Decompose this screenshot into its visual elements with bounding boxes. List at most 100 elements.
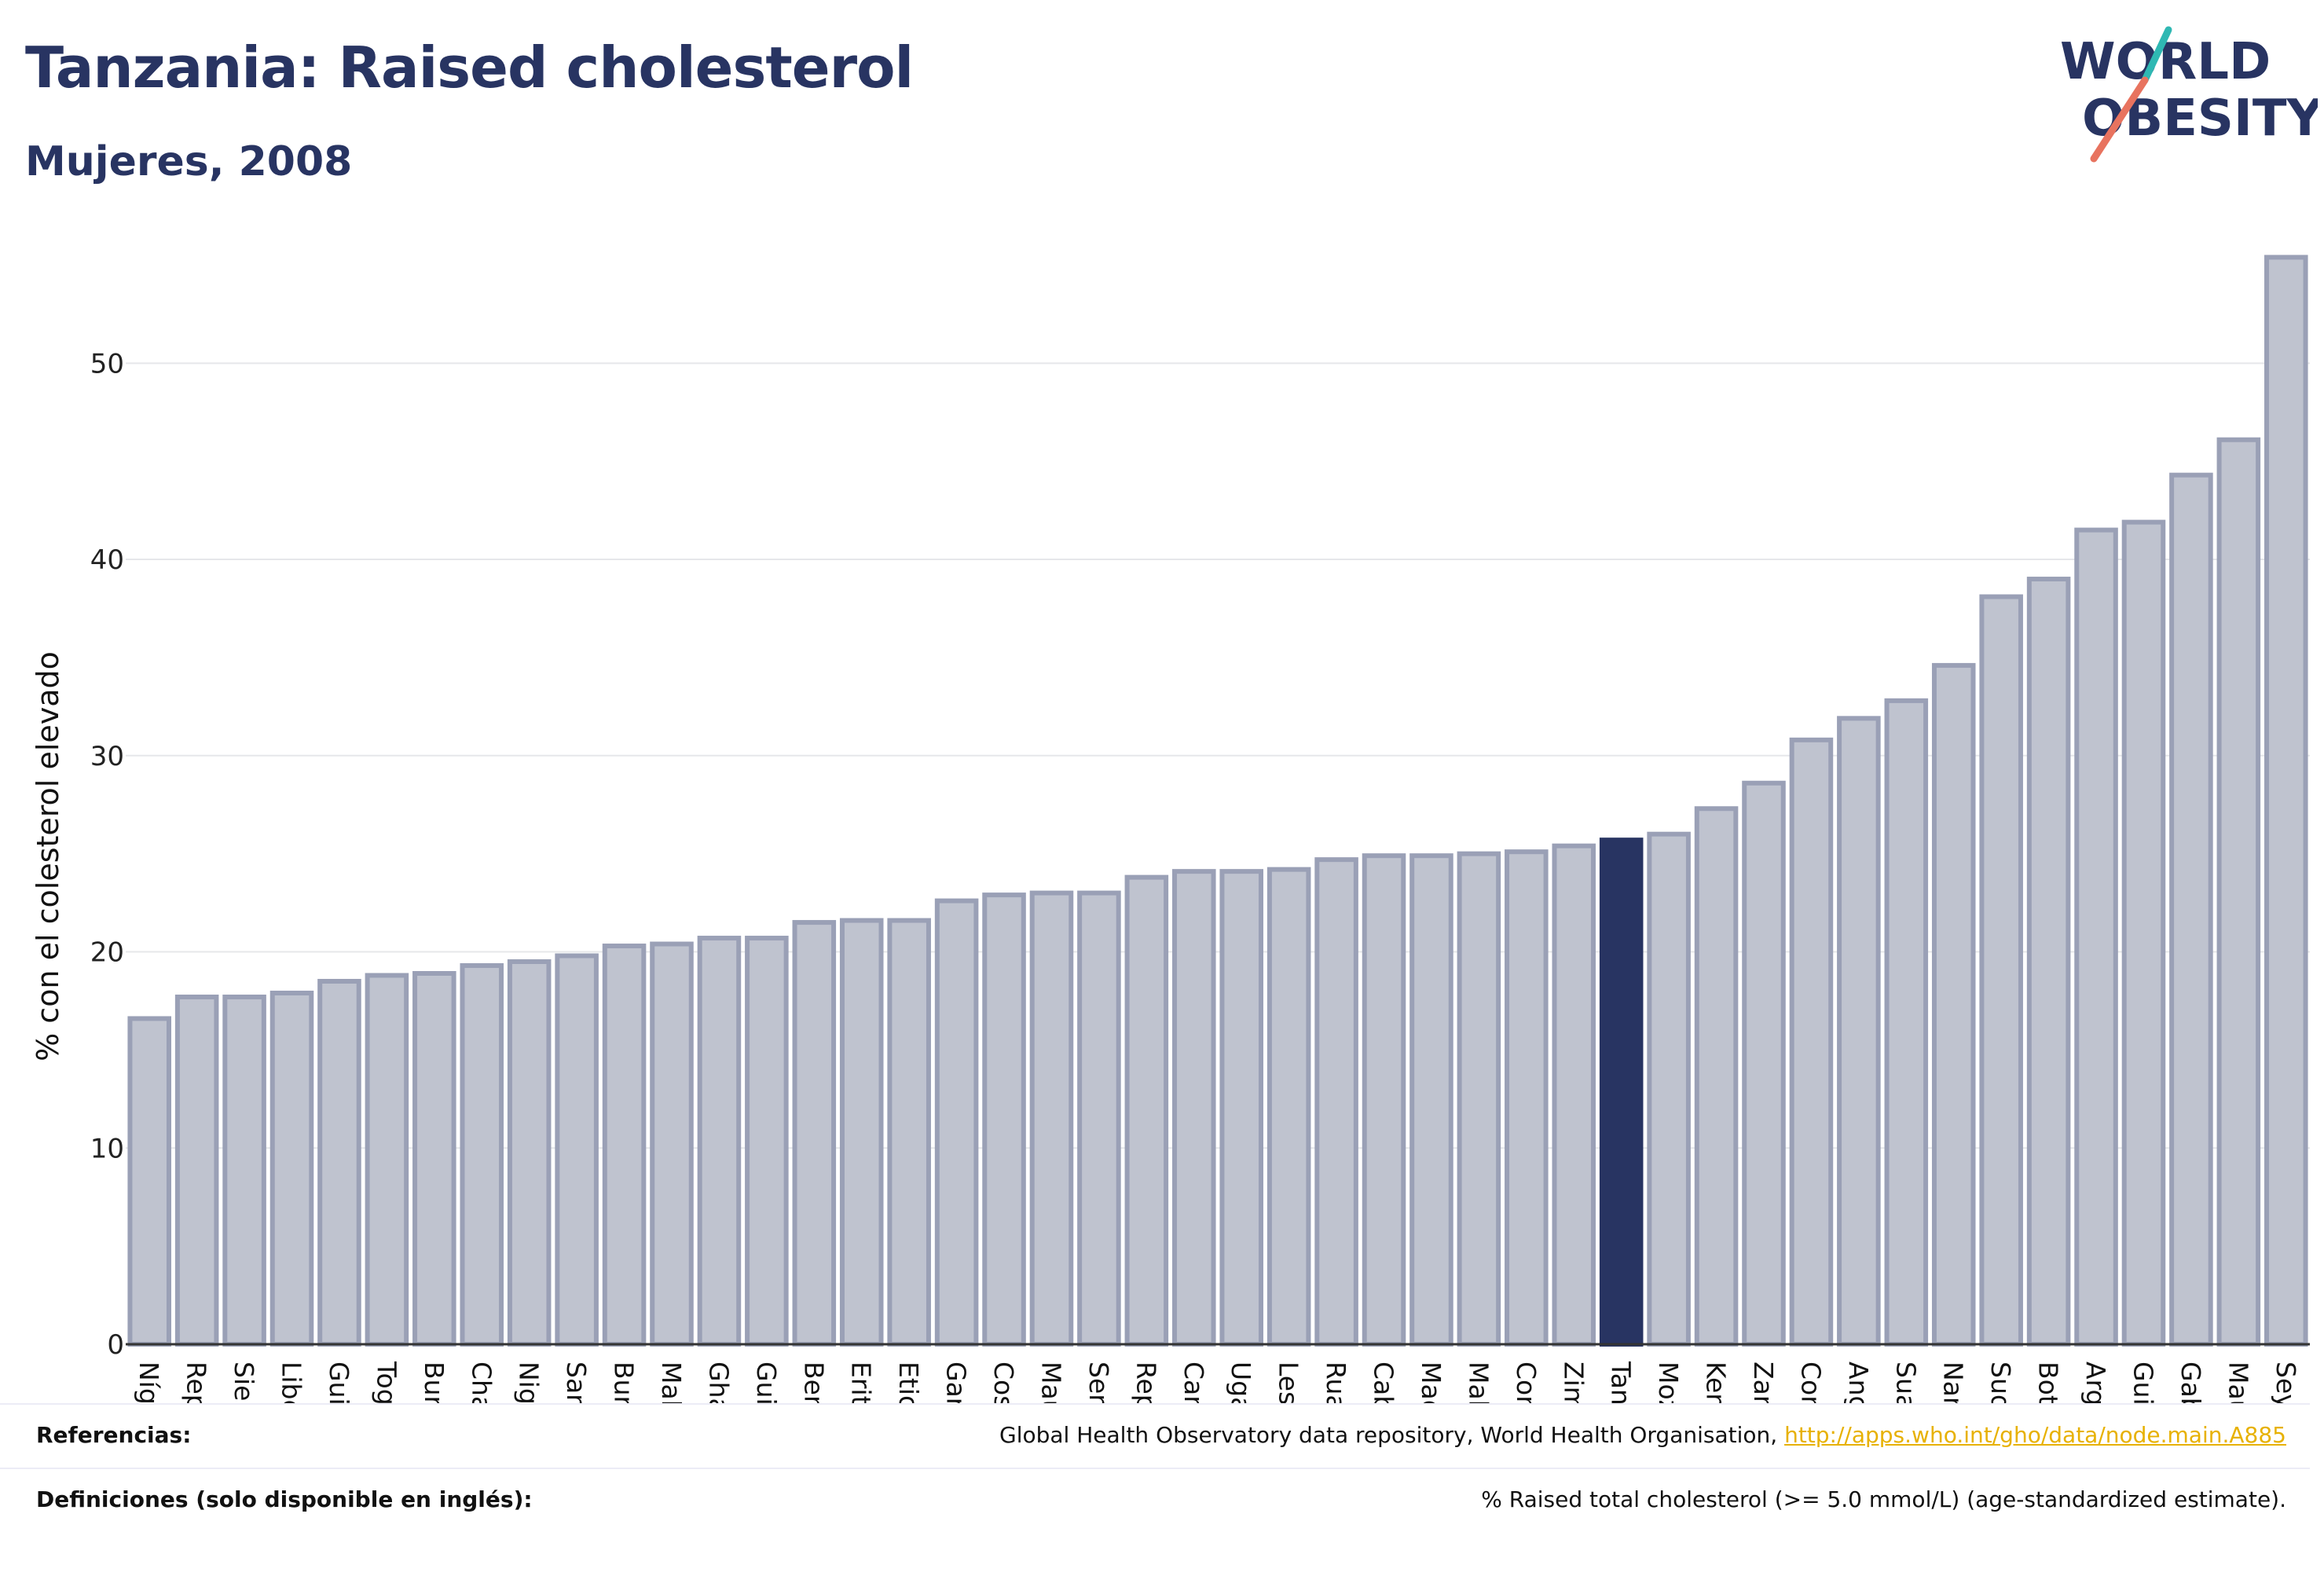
- bar-guinea: [745, 936, 789, 1347]
- bar-suazilandia: [1884, 698, 1929, 1347]
- bar-costa-de-marfil: [982, 892, 1026, 1347]
- x-tick-label: Angola: [1843, 1362, 1874, 1403]
- bar-benín: [792, 920, 837, 1347]
- y-tick-label: 10: [90, 1133, 124, 1164]
- bar-tanzania: [1599, 837, 1644, 1347]
- bar-etiopía: [887, 918, 931, 1347]
- bar-burkina-faso: [412, 971, 456, 1347]
- references-value: Global Health Observatory data repositor…: [999, 1422, 2286, 1448]
- bar-mauricio: [2216, 437, 2261, 1347]
- x-tick-label: Costa de Marfil: [988, 1362, 1019, 1403]
- bar-comoras: [1505, 849, 1549, 1347]
- x-tick-label: Mauricio: [2223, 1362, 2253, 1403]
- x-tick-label: Comoras: [1511, 1362, 1541, 1403]
- bar-ruanda: [1314, 857, 1358, 1347]
- x-tick-label: Eritrea: [846, 1362, 877, 1403]
- bar-zambia: [1742, 780, 1786, 1347]
- x-tick-label: Santo Tomé y P: [561, 1362, 592, 1403]
- bar-mozambique: [1647, 831, 1691, 1347]
- x-tick-label: Chad: [466, 1362, 497, 1403]
- references-text: Global Health Observatory data repositor…: [999, 1422, 1785, 1448]
- bar-senegal: [1077, 890, 1121, 1347]
- bar-mauritania: [1029, 890, 1074, 1347]
- x-tick-label: Togo: [371, 1361, 401, 1403]
- x-tick-label: Suazilandia: [1890, 1362, 1921, 1403]
- x-tick-label: Seychelles: [2271, 1362, 2301, 1403]
- bar-congo: [1789, 737, 1834, 1347]
- x-tick-label: Malí: [656, 1362, 687, 1403]
- references-link[interactable]: http://apps.who.int/gho/data/node.main.A…: [1784, 1422, 2286, 1448]
- x-tick-label: Zimbabue: [1558, 1362, 1589, 1403]
- x-tick-label: Liberia: [277, 1362, 307, 1403]
- bar-togo: [365, 973, 409, 1347]
- x-axis-labels: Níger República Dem Sierra Leona Liberia Gui…: [134, 1361, 2301, 1403]
- x-tick-label: República Cent: [1131, 1362, 1161, 1403]
- x-tick-label: Nigeria: [514, 1362, 544, 1403]
- x-tick-label: Níger: [134, 1362, 164, 1403]
- chart-title: Tanzania: Raised cholesterol: [25, 35, 914, 101]
- bar-namibia: [1931, 662, 1976, 1347]
- bar-guinea-ecuator: [2121, 519, 2166, 1347]
- bar-liberia: [269, 990, 314, 1347]
- x-tick-label: Senegal: [1083, 1362, 1114, 1403]
- x-tick-label: Gambia: [941, 1362, 972, 1403]
- y-axis-ticks: 0 10 20 30 40 50: [90, 348, 124, 1361]
- bar-república-dem: [174, 994, 219, 1347]
- x-tick-label: República Dem: [181, 1362, 212, 1403]
- bar-zimbabue: [1552, 843, 1596, 1347]
- y-tick-label: 30: [90, 741, 124, 772]
- x-tick-label: Namibia: [1938, 1362, 1969, 1403]
- x-tick-label: Burundi: [609, 1362, 640, 1403]
- y-tick-label: 20: [90, 937, 124, 969]
- x-tick-label: Zambia: [1748, 1362, 1779, 1403]
- bar-cabo-verde: [1362, 853, 1406, 1347]
- y-tick-label: 50: [90, 348, 124, 379]
- bar-kenia: [1694, 806, 1739, 1347]
- bar-malí: [650, 941, 694, 1347]
- y-axis-title: % con el colesterol elevado: [31, 651, 65, 1061]
- x-tick-label: Botsuana: [2033, 1362, 2064, 1403]
- bar-madagascar: [1409, 853, 1453, 1347]
- definitions-value: % Raised total cholesterol (>= 5.0 mmol/…: [1481, 1486, 2286, 1512]
- x-tick-label: Madagascar: [1416, 1362, 1446, 1403]
- x-tick-label: Guinea Ecuator: [2128, 1362, 2158, 1403]
- references-row: Referencias: Global Health Observatory d…: [0, 1403, 2310, 1468]
- bar-sierra-leona: [222, 994, 266, 1347]
- x-tick-label: Ghana: [703, 1362, 734, 1403]
- bar-malawi: [1457, 851, 1501, 1347]
- bar-república-cent: [1124, 874, 1169, 1347]
- bar-níger: [127, 1016, 171, 1347]
- x-tick-label: Cabo Verde: [1369, 1362, 1399, 1403]
- x-tick-label: Guinea-Bisáu: [324, 1362, 354, 1403]
- x-tick-label: Mauritania: [1036, 1362, 1066, 1403]
- world-obesity-logo: WORLD OBESITY: [2060, 26, 2318, 163]
- bar-gambia: [934, 898, 979, 1347]
- references-label: Referencias:: [36, 1422, 192, 1448]
- bar-camerún: [1172, 869, 1216, 1347]
- bar-gabón: [2169, 472, 2213, 1347]
- bars: [127, 255, 2308, 1347]
- x-tick-label: Malawi: [1463, 1362, 1494, 1403]
- bar-botsuana: [2026, 577, 2071, 1347]
- logo-slash-teal: [2141, 26, 2172, 84]
- bar-burundi: [602, 944, 647, 1347]
- x-tick-label: Sudáfrica: [1985, 1362, 2016, 1403]
- x-tick-label: Mozambique: [1653, 1362, 1684, 1403]
- x-tick-label: Tanzania: [1606, 1361, 1637, 1403]
- bar-angola: [1837, 716, 1881, 1347]
- definitions-label: Definiciones (solo disponible en inglés)…: [36, 1486, 533, 1512]
- x-tick-label: Etiopía: [893, 1362, 924, 1403]
- bar-lesoto: [1266, 867, 1311, 1347]
- x-tick-label: Ruanda: [1321, 1362, 1351, 1403]
- x-tick-label: Gabón: [2176, 1362, 2206, 1403]
- bar-santo-tomé-y-p: [555, 953, 599, 1347]
- footer: Referencias: Global Health Observatory d…: [0, 1403, 2324, 1576]
- x-tick-label: Uganda: [1226, 1362, 1256, 1403]
- bar-guinea-bisáu: [317, 978, 361, 1347]
- x-tick-label: Lesoto: [1274, 1362, 1304, 1403]
- y-tick-label: 0: [107, 1329, 124, 1361]
- bar-sudáfrica: [1979, 594, 2023, 1347]
- bar-eritrea: [839, 918, 884, 1347]
- x-tick-label: Burkina Faso: [419, 1362, 449, 1403]
